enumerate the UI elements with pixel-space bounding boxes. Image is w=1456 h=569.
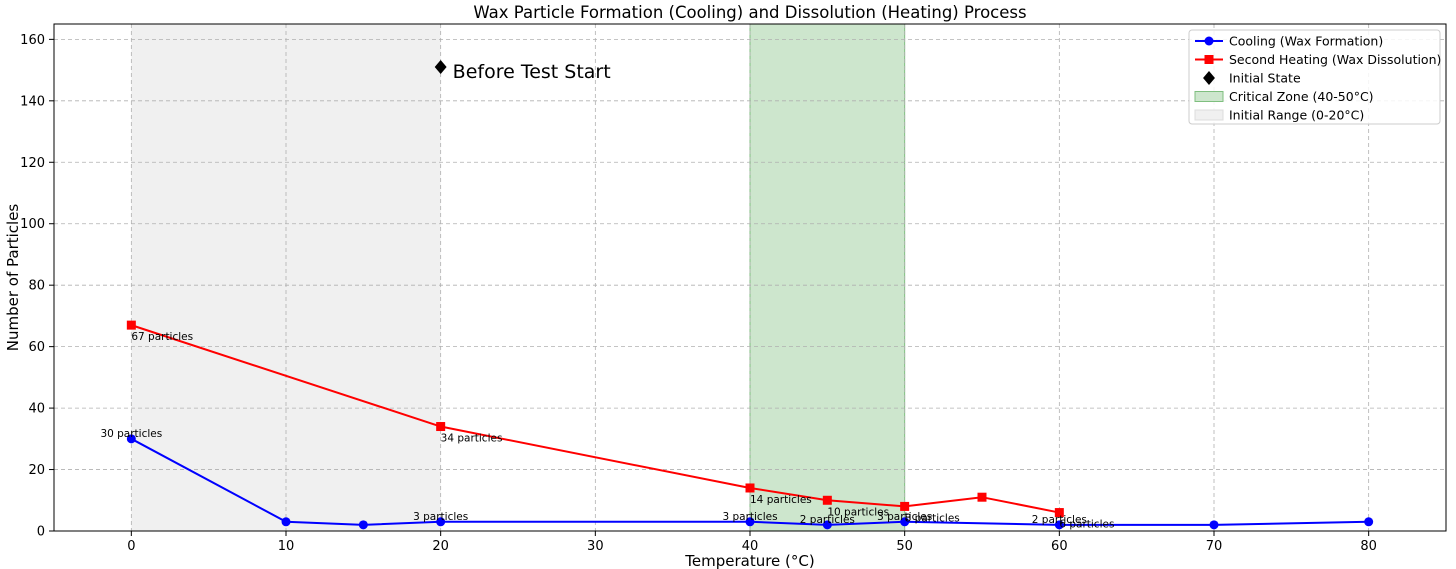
y-axis-label: Number of Particles <box>4 204 22 352</box>
y-tick-label: 0 <box>37 525 45 540</box>
x-tick-label: 30 <box>587 539 604 554</box>
legend-critical-zone-swatch <box>1194 91 1224 102</box>
cooling-point <box>1364 517 1374 527</box>
data-label: 34 particles <box>441 433 503 445</box>
ticks-layer: 0 10 20 30 40 50 60 70 80 0 20 40 60 80 100 120 140 160 <box>20 33 1377 554</box>
legend-heating-marker <box>1204 55 1214 64</box>
cooling-point <box>126 434 136 444</box>
cooling-point <box>436 517 446 527</box>
data-label: 67 particles <box>131 331 193 343</box>
initial-state-point <box>434 60 447 75</box>
data-label: 14 particles <box>750 494 812 506</box>
data-label: 3 particles <box>722 511 777 523</box>
annotation-label: Before Test Start <box>453 61 611 83</box>
series-layer <box>126 60 1374 530</box>
cooling-series-line <box>130 437 1369 526</box>
data-label: 3 particles <box>413 511 468 523</box>
legend-initial-state-marker <box>1203 71 1215 85</box>
regions-layer <box>131 23 906 532</box>
data-label: 10 particles <box>827 506 889 518</box>
data-label: 6 particles <box>1059 519 1114 531</box>
cooling-point <box>900 517 910 527</box>
cooling-point <box>1209 520 1219 530</box>
heating-point <box>126 320 136 330</box>
y-tick-label: 160 <box>20 33 45 48</box>
x-tick-label: 60 <box>1051 539 1068 554</box>
heating-point <box>900 501 910 511</box>
data-label: 30 particles <box>100 428 162 440</box>
x-axis-label: Temperature (°C) <box>684 552 814 569</box>
y-tick-label: 80 <box>28 279 45 294</box>
y-tick-label: 120 <box>20 156 45 171</box>
x-tick-label: 20 <box>432 539 449 554</box>
heating-point <box>822 495 832 505</box>
legend-initial-range-swatch <box>1194 109 1224 121</box>
legend-box <box>1188 29 1441 125</box>
x-tick-label: 10 <box>278 539 295 554</box>
y-tick-label: 100 <box>20 217 45 232</box>
x-tick-label: 50 <box>896 539 913 554</box>
y-tick-label: 140 <box>20 94 45 109</box>
critical-zone-region <box>749 23 906 532</box>
legend-initial-state-label: Initial State <box>1229 71 1301 86</box>
x-tick-label: 80 <box>1360 539 1377 554</box>
x-tick-label: 0 <box>127 539 135 554</box>
data-label: 2 particles <box>1032 514 1087 526</box>
data-label: 2 particles <box>800 514 855 526</box>
legend: Cooling (Wax Formation) Second Heating (W… <box>1188 29 1441 125</box>
legend-heating-label: Second Heating (Wax Dissolution) <box>1229 52 1441 67</box>
heating-point <box>977 492 987 502</box>
x-tick-label: 70 <box>1206 539 1223 554</box>
heating-point <box>436 422 446 432</box>
x-tick-label: 40 <box>742 539 759 554</box>
heating-point <box>745 483 755 493</box>
chart-title: Wax Particle Formation (Cooling) and Dis… <box>473 3 1026 22</box>
y-tick-label: 20 <box>28 463 45 478</box>
legend-cooling-marker <box>1204 36 1214 46</box>
heating-point <box>1054 508 1064 518</box>
cooling-point <box>1054 520 1064 530</box>
cooling-point <box>281 517 291 527</box>
legend-initial-range-label: Initial Range (0-20°C) <box>1229 108 1364 123</box>
y-tick-label: 60 <box>28 340 45 355</box>
legend-critical-zone-label: Critical Zone (40-50°C) <box>1229 89 1374 104</box>
data-label: 3 particles <box>877 511 932 523</box>
cooling-point <box>358 520 368 530</box>
cooling-point <box>822 520 832 530</box>
y-tick-label: 40 <box>28 402 45 417</box>
legend-cooling-label: Cooling (Wax Formation) <box>1229 34 1383 49</box>
cooling-point <box>745 517 755 527</box>
labels-layer: 30 particles 3 particles 3 particles 2 part… <box>100 61 1114 531</box>
data-label: 8 particles <box>905 512 960 524</box>
